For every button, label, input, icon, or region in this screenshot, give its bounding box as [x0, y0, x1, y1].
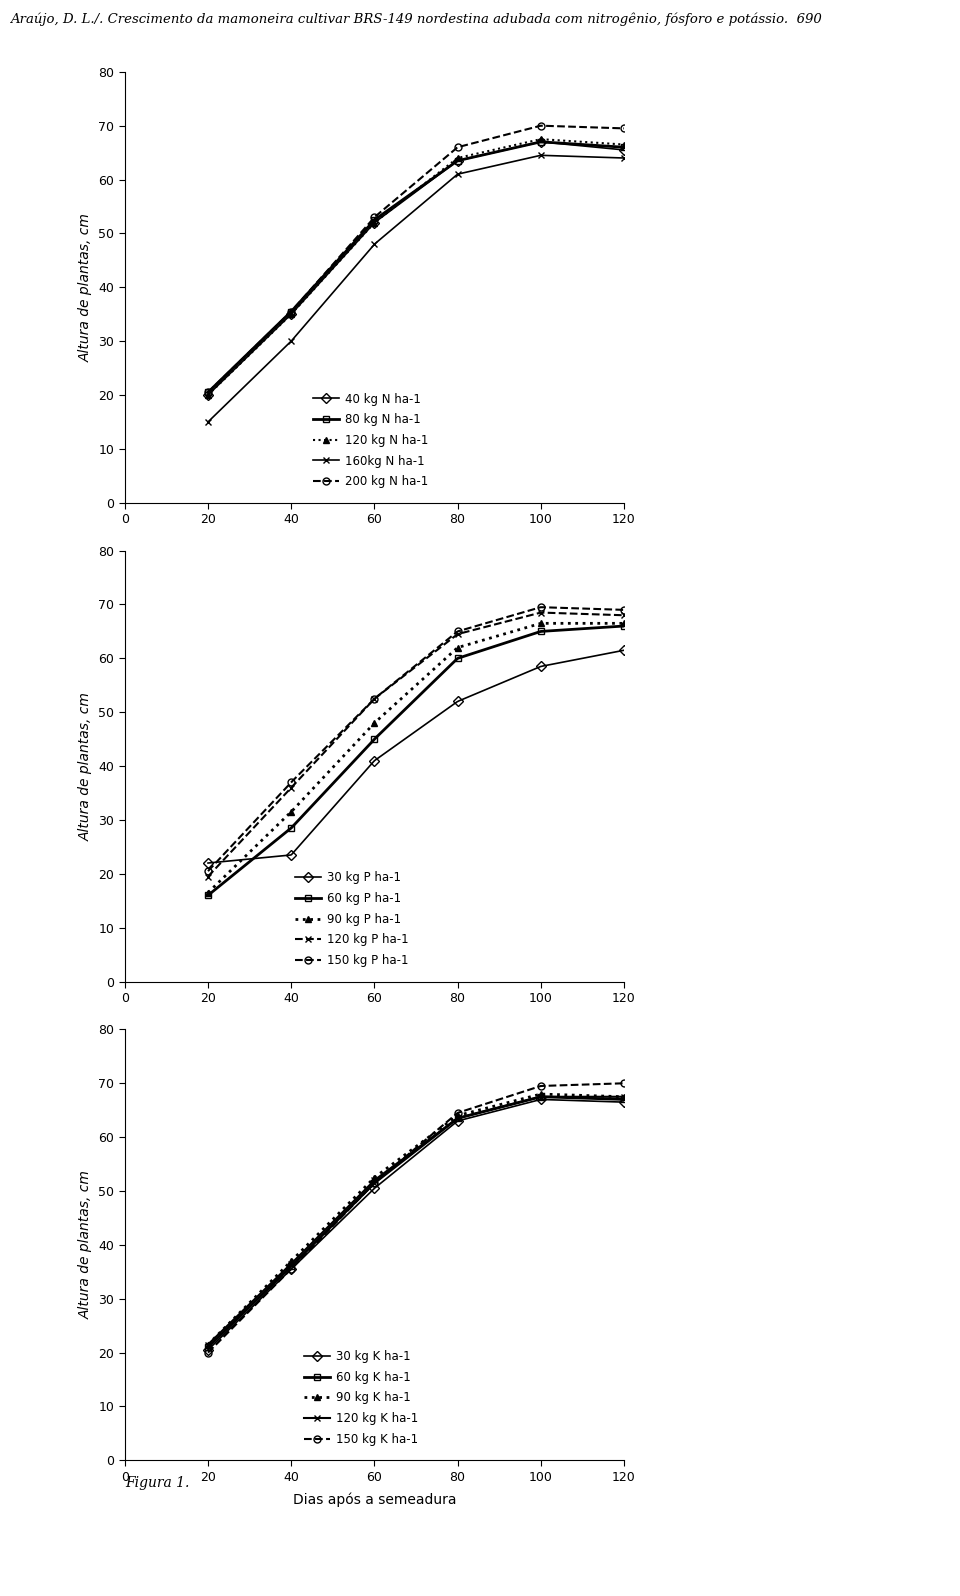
Text: Figura 1.: Figura 1.	[125, 1476, 189, 1491]
Y-axis label: Altura de plantas, cm: Altura de plantas, cm	[79, 1170, 93, 1320]
Text: Araújo, D. L./. Crescimento da mamoneira cultivar BRS-149 nordestina adubada com: Araújo, D. L./. Crescimento da mamoneira…	[10, 13, 822, 26]
Legend: 30 kg P ha-1, 60 kg P ha-1, 90 kg P ha-1, 120 kg P ha-1, 150 kg P ha-1: 30 kg P ha-1, 60 kg P ha-1, 90 kg P ha-1…	[295, 871, 408, 967]
Y-axis label: Altura de plantas, cm: Altura de plantas, cm	[79, 691, 93, 841]
X-axis label: Dias após a semeadura: Dias após a semeadura	[293, 1492, 456, 1507]
Y-axis label: Altura de plantas, cm: Altura de plantas, cm	[79, 212, 93, 362]
Legend: 40 kg N ha-1, 80 kg N ha-1, 120 kg N ha-1, 160kg N ha-1, 200 kg N ha-1: 40 kg N ha-1, 80 kg N ha-1, 120 kg N ha-…	[313, 393, 428, 488]
Legend: 30 kg K ha-1, 60 kg K ha-1, 90 kg K ha-1, 120 kg K ha-1, 150 kg K ha-1: 30 kg K ha-1, 60 kg K ha-1, 90 kg K ha-1…	[304, 1350, 419, 1446]
